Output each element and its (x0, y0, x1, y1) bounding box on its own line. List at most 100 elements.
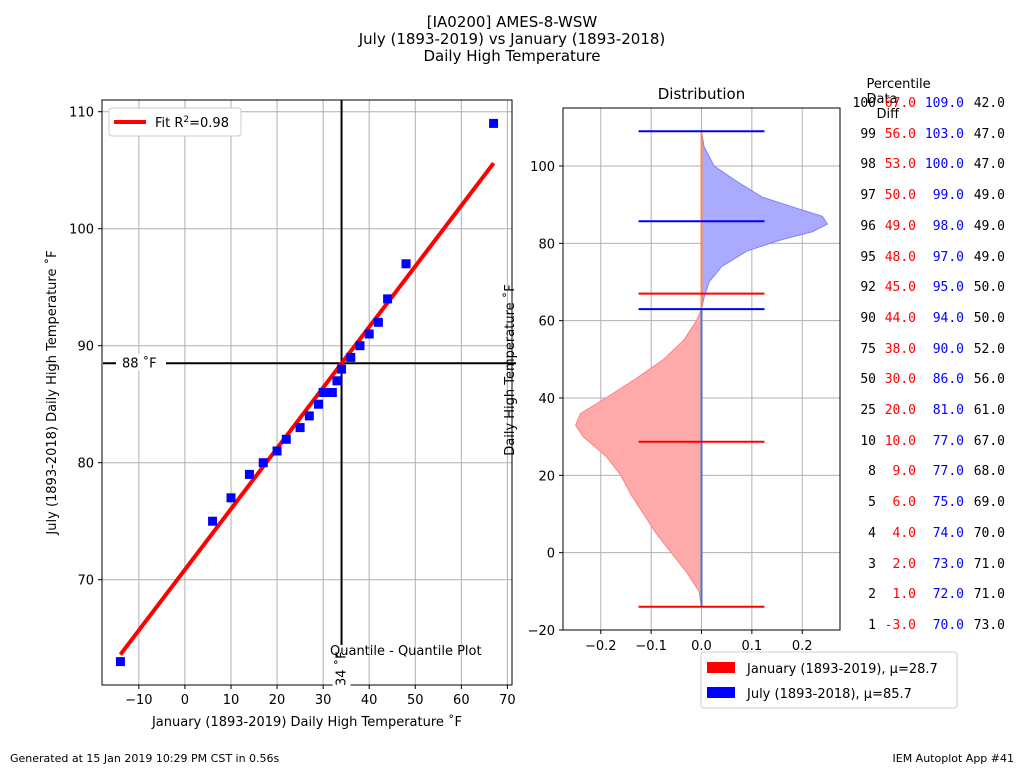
diff-cell: 50.0 (973, 280, 1005, 296)
percentile-table-row: 5 6.0 75.0 69.0 (840, 495, 1024, 515)
percentile-table-header: Percentile Data Diff (850, 62, 931, 122)
percentile-cell: 4 (868, 525, 876, 541)
july-value-cell: 97.0 (932, 249, 964, 265)
dist-x-tick-label: 0.2 (792, 639, 813, 654)
diff-cell: 47.0 (973, 126, 1005, 142)
percentile-table-row: 3 2.0 73.0 71.0 (840, 557, 1024, 577)
percentile-cell: 5 (868, 495, 876, 511)
dist-x-tick-label: 0.0 (691, 639, 712, 654)
diff-cell: 49.0 (973, 218, 1005, 234)
quantile-point (314, 399, 324, 409)
july-value-cell: 75.0 (932, 495, 964, 511)
january-value-cell: 1.0 (892, 587, 916, 603)
percentile-table-row: 1 -3.0 70.0 73.0 (840, 618, 1024, 638)
x-tick-label: 50 (407, 693, 424, 708)
july-value-cell: 73.0 (932, 556, 964, 572)
july-value-cell: 74.0 (932, 525, 964, 541)
january-value-cell: 4.0 (892, 525, 916, 541)
july-value-cell: 90.0 (932, 341, 964, 357)
percentile-table-row: 96 49.0 98.0 49.0 (840, 219, 1024, 239)
percentile-table-row: 10 10.0 77.0 67.0 (840, 434, 1024, 454)
header-data: Data (866, 92, 898, 107)
percentile-cell: 98 (860, 157, 876, 173)
percentile-table-row: 2 1.0 72.0 71.0 (840, 587, 1024, 607)
percentile-cell: 10 (860, 433, 876, 449)
dist-x-tick-label: −0.2 (585, 639, 617, 654)
percentile-cell: 1 (868, 617, 876, 633)
footer-generated: Generated at 15 Jan 2019 10:29 PM CST in… (10, 752, 280, 765)
dist-legend-box (700, 651, 958, 709)
july-value-cell: 95.0 (932, 280, 964, 296)
dist-y-tick-label: −20 (528, 624, 555, 639)
january-value-cell: 53.0 (884, 157, 916, 173)
fit-legend-box (108, 107, 242, 137)
percentile-table-row: 25 20.0 81.0 61.0 (840, 403, 1024, 423)
figure-title-station: [IA0200] AMES-8-WSW (426, 13, 598, 31)
diff-cell: 73.0 (973, 617, 1005, 633)
quantile-point (208, 516, 218, 526)
percentile-cell: 50 (860, 372, 876, 388)
percentile-cell: 92 (860, 280, 876, 296)
percentile-table-row: 98 53.0 100.0 47.0 (840, 157, 1024, 177)
january-value-cell: 49.0 (884, 218, 916, 234)
vline-label: 34 ˚F (334, 651, 350, 686)
diff-cell: 68.0 (973, 464, 1005, 480)
diff-cell: 56.0 (973, 372, 1005, 388)
july-value-cell: 86.0 (932, 372, 964, 388)
y-tick-label: 80 (77, 457, 94, 472)
january-value-cell: 56.0 (884, 126, 916, 142)
qq-y-axis-label: July (1893-2018) Daily High Temperature … (44, 250, 60, 535)
quantile-point (244, 469, 254, 479)
y-tick-label: 100 (69, 223, 94, 238)
july-value-cell: 81.0 (932, 403, 964, 418)
dist-title: Distribution (658, 85, 746, 103)
qq-plot: −10 0 10 20 30 40 50 60 70 70 80 90 100 110 88 ˚F 34 ˚F… (44, 99, 516, 730)
percentile-cell: 95 (860, 249, 876, 265)
quantile-point (295, 423, 305, 433)
qq-annotation: Quantile - Quantile Plot (330, 644, 482, 659)
quantile-point (337, 364, 347, 374)
quantile-point (383, 294, 393, 304)
dist-legend-label: July (1893-2018), μ=85.7 (746, 687, 912, 702)
percentile-cell: 8 (868, 464, 876, 480)
header-diff: Diff (876, 107, 900, 122)
quantile-point (364, 329, 374, 339)
dist-y-tick-label: 40 (538, 392, 555, 407)
y-tick-label: 110 (69, 106, 94, 121)
january-density-area (575, 308, 702, 607)
quantile-point (355, 341, 365, 351)
january-value-cell: 67.0 (884, 96, 916, 111)
quantile-point (304, 411, 314, 421)
percentile-table-row: 90 44.0 94.0 50.0 (840, 311, 1024, 331)
percentile-table-row: 95 48.0 97.0 49.0 (840, 250, 1024, 270)
dist-y-tick-label: 80 (538, 237, 555, 252)
x-tick-label: 70 (499, 693, 516, 708)
y-tick-label: 70 (77, 574, 94, 589)
july-value-cell: 94.0 (932, 310, 964, 326)
diff-cell: 52.0 (973, 341, 1005, 357)
percentile-cell: 75 (860, 341, 876, 357)
percentile-cell: 99 (860, 126, 876, 142)
july-value-cell: 100.0 (924, 157, 964, 173)
x-tick-label: 60 (453, 693, 470, 708)
percentile-table-row: 92 45.0 95.0 50.0 (840, 280, 1024, 300)
hline-label-bg (116, 354, 166, 371)
diff-cell: 70.0 (973, 525, 1005, 541)
january-value-cell: 30.0 (884, 372, 916, 388)
quantile-point (489, 118, 499, 128)
x-tick-label: 40 (361, 693, 378, 708)
percentile-table-row: 97 50.0 99.0 49.0 (840, 188, 1024, 208)
january-value-cell: 6.0 (892, 495, 916, 511)
diff-cell: 49.0 (973, 249, 1005, 265)
x-tick-label: 0 (181, 693, 189, 708)
quantile-point (272, 446, 282, 456)
vline-label-bg (332, 645, 351, 689)
dist-y-tick-label: 60 (538, 315, 555, 330)
quantile-point (258, 458, 268, 468)
diff-cell: 61.0 (973, 403, 1005, 418)
quantile-point (327, 388, 337, 397)
quantile-point (323, 388, 333, 397)
dist-y-axis-label: Daily High Temperature ˚F (502, 284, 518, 456)
diff-cell: 69.0 (973, 495, 1005, 511)
dist-y-tick-label: 20 (538, 469, 555, 484)
